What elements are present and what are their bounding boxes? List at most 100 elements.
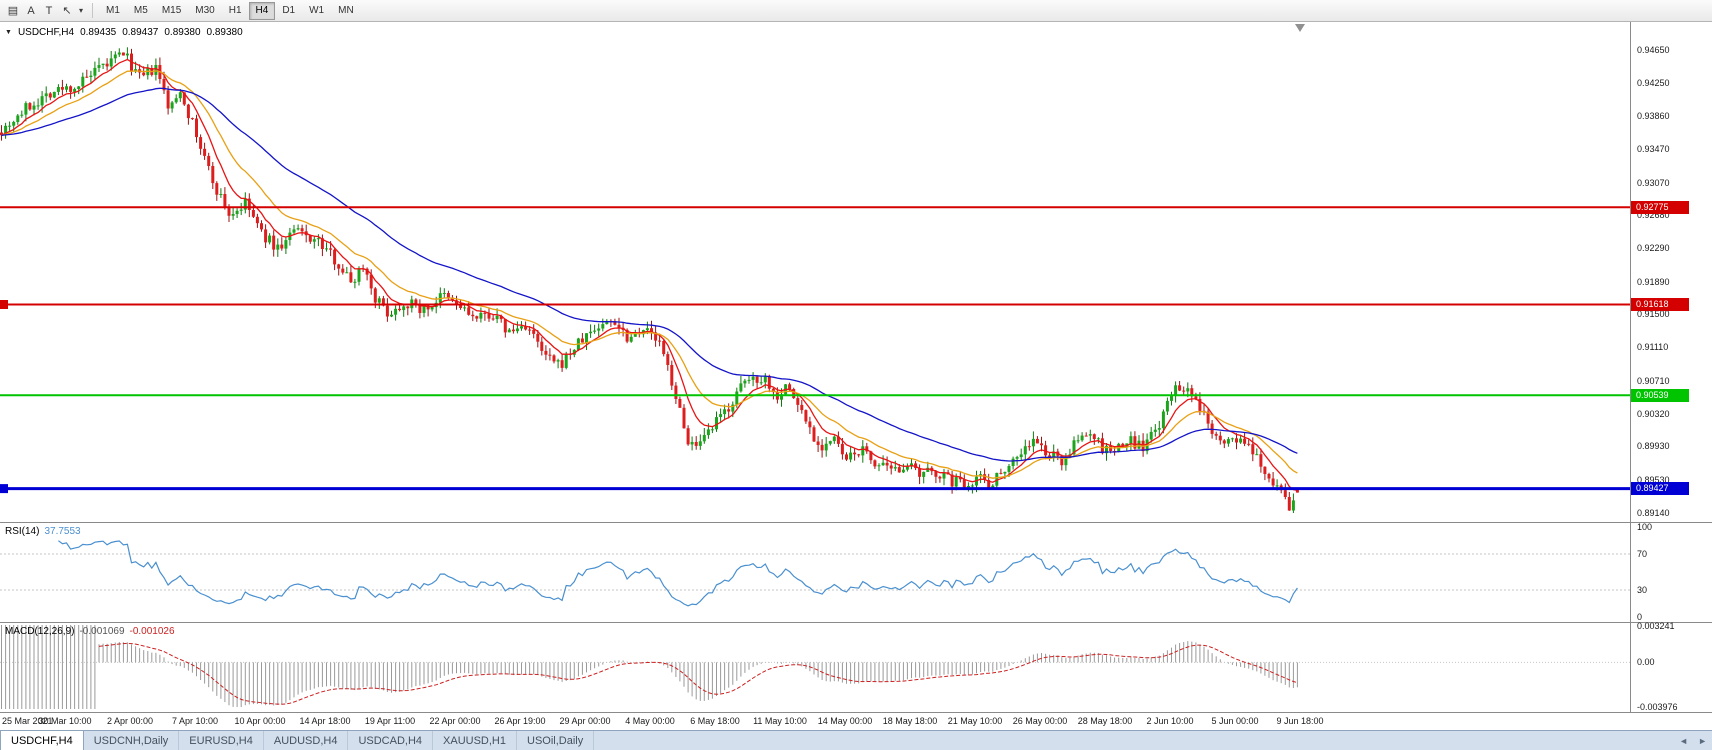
rsi-axis-label: 70: [1637, 549, 1648, 559]
macd-main-value: -0.001069: [79, 626, 125, 637]
timeframe-button-d1[interactable]: D1: [282, 4, 296, 16]
time-axis-label: 22 Apr 00:00: [429, 716, 481, 726]
chart-window-icon[interactable]: ▤: [7, 5, 19, 17]
price-axis-label: 0.92290: [1637, 243, 1670, 254]
candlestick-plot[interactable]: [0, 22, 1630, 522]
price-axis-label: 0.94250: [1637, 78, 1670, 89]
time-axis-label: 2 Apr 00:00: [106, 716, 154, 726]
price-axis-label: 0.93470: [1637, 143, 1670, 154]
rsi-label: RSI(14) 37.7553: [5, 526, 81, 537]
time-axis-label: 19 Apr 11:00: [364, 716, 416, 726]
timeframe-button-m15[interactable]: M15: [161, 4, 182, 16]
rsi-axis-label: 30: [1637, 585, 1648, 595]
rsi-axis-label: 0: [1637, 612, 1643, 622]
price-axis-label: 0.89530: [1637, 474, 1670, 485]
time-axis-label: 10 Apr 00:00: [234, 716, 286, 726]
chart-tab-usdchf[interactable]: USDCHF,H4: [0, 730, 84, 750]
chart-ohlc-header: ▼ USDCHF,H4 0.89435 0.89437 0.89380 0.89…: [5, 27, 243, 38]
toolbar-icon-group: ▤ A T ↖ ▾: [4, 2, 86, 20]
time-axis-label: 5 Jun 00:00: [1211, 716, 1259, 726]
time-axis[interactable]: 25 Mar 2021 30 Mar 10:00 2 Apr 00:00 7 Apr …: [0, 712, 1712, 730]
timeframe-button-w1[interactable]: W1: [309, 4, 325, 16]
time-axis-label: 11 May 10:00: [753, 716, 807, 726]
price-axis[interactable]: 0.94650 0.94250 0.93860 0.93470 0.93070 0.926…: [1630, 22, 1712, 522]
timeframe-button-m30[interactable]: M30: [195, 4, 215, 16]
ohlc-close: 0.89380: [206, 27, 243, 38]
text-box-icon[interactable]: T: [45, 4, 53, 17]
chart-dropdown-icon[interactable]: ▼: [5, 29, 12, 36]
rsi-panel[interactable]: RSI(14) 37.7553 100 70 30 0: [0, 522, 1712, 622]
price-level-flag: 0.92775: [1631, 200, 1689, 214]
tool-dropdown-caret-icon[interactable]: ▾: [78, 6, 83, 15]
chart-tab-eurusd[interactable]: EURUSD,H4: [179, 731, 264, 750]
time-axis-label: 4 May 00:00: [625, 716, 675, 726]
time-axis-label: 6 May 18:00: [690, 716, 740, 726]
macd-axis-label: -0.003976: [1637, 702, 1678, 712]
time-axis-label: 30 Mar 10:00: [38, 716, 92, 726]
timeframe-button-group: M1 M5 M15 M30 H1 H4 D1 W1 MN: [99, 1, 361, 20]
ohlc-high: 0.89437: [122, 27, 159, 38]
symbol-tabs: USDCHF,H4 USDCNH,Daily EURUSD,H4 AUDUSD,H4 U…: [0, 730, 595, 750]
macd-axis-label: 0.003241: [1637, 621, 1675, 631]
price-axis-label: 0.89930: [1637, 441, 1670, 452]
macd-name: MACD(12,26,9): [5, 626, 75, 637]
price-level-flag: 0.91618: [1631, 298, 1689, 312]
tab-scroll-arrows: ◄ ►: [1677, 731, 1709, 750]
chart-tab-audusd[interactable]: AUDUSD,H4: [264, 731, 349, 750]
macd-panel[interactable]: MACD(12,26,9) -0.001069 -0.001026 0.0032…: [0, 621, 1712, 712]
timeframe-button-mn[interactable]: MN: [338, 4, 354, 16]
tabs-scroll-right-icon[interactable]: ►: [1698, 735, 1707, 746]
time-axis-label: 2 Jun 10:00: [1146, 716, 1194, 726]
time-axis-label: 14 Apr 18:00: [299, 716, 351, 726]
macd-axis[interactable]: 0.003241 0.00 -0.003976: [1630, 621, 1712, 712]
chart-tab-usoil[interactable]: USOil,Daily: [517, 731, 595, 750]
time-axis-label: 26 May 00:00: [1012, 716, 1068, 726]
price-axis-label: 0.89140: [1637, 507, 1670, 518]
top-toolbar: ▤ A T ↖ ▾ M1 M5 M15 M30 H1 H4 D1 W1 MN: [0, 0, 1712, 22]
price-axis-label: 0.90320: [1637, 408, 1670, 419]
time-axis-label: 28 May 18:00: [1077, 716, 1133, 726]
timeframe-button-m5[interactable]: M5: [133, 4, 148, 16]
rsi-axis-label: 100: [1637, 522, 1653, 532]
time-axis-label: 18 May 18:00: [882, 716, 938, 726]
timeframe-button-h1[interactable]: H1: [228, 4, 242, 16]
chart-shift-marker: [1295, 24, 1305, 32]
price-axis-label: 0.93860: [1637, 111, 1670, 122]
timeframe-button-h4[interactable]: H4: [248, 1, 276, 20]
main-chart-panel[interactable]: ▼ USDCHF,H4 0.89435 0.89437 0.89380 0.89…: [0, 22, 1712, 522]
rsi-name: RSI(14): [5, 526, 40, 537]
tabs-scroll-left-icon[interactable]: ◄: [1679, 735, 1689, 746]
chart-tab-xauusd[interactable]: XAUUSD,H1: [433, 731, 517, 750]
time-axis-label: 26 Apr 19:00: [494, 716, 546, 726]
time-axis-label: 25 Mar 2021: [2, 716, 53, 726]
time-axis-label: 7 Apr 10:00: [171, 716, 219, 726]
price-level-flag: 0.89427: [1631, 482, 1689, 496]
text-annotation-icon[interactable]: A: [27, 4, 35, 17]
macd-signal-value: -0.001026: [129, 626, 175, 637]
price-axis-label: 0.91110: [1637, 342, 1669, 353]
rsi-axis[interactable]: 100 70 30 0: [1630, 522, 1712, 622]
price-axis-label: 0.90710: [1637, 375, 1670, 386]
rsi-plot[interactable]: [0, 523, 1630, 622]
symbol-tab-bar: USDCHF,H4 USDCNH,Daily EURUSD,H4 AUDUSD,H4 U…: [0, 730, 1712, 750]
time-axis-label: 9 Jun 18:00: [1276, 716, 1324, 726]
timeframe-button-m1[interactable]: M1: [106, 4, 120, 16]
price-axis-label: 0.93070: [1637, 177, 1670, 188]
ohlc-open: 0.89435: [80, 27, 117, 38]
macd-axis-label: 0.00: [1637, 657, 1655, 668]
chart-symbol-label: USDCHF,H4: [17, 27, 75, 38]
cursor-tool-icon[interactable]: ↖: [62, 5, 72, 17]
price-axis-label: 0.94650: [1637, 44, 1670, 55]
price-level-flag: 0.90539: [1631, 388, 1689, 402]
chart-tab-usdcnh[interactable]: USDCNH,Daily: [84, 731, 180, 750]
price-axis-label: 0.91500: [1637, 309, 1670, 320]
chart-tab-usdcad[interactable]: USDCAD,H4: [348, 731, 434, 750]
price-axis-label: 0.92680: [1637, 210, 1670, 221]
toolbar-separator: [92, 3, 93, 18]
price-axis-label: 0.91890: [1637, 276, 1670, 287]
macd-plot[interactable]: [0, 623, 1630, 712]
rsi-value: 37.7553: [44, 526, 81, 537]
time-axis-label: 29 Apr 00:00: [559, 716, 611, 726]
time-axis-label: 14 May 00:00: [817, 716, 873, 726]
